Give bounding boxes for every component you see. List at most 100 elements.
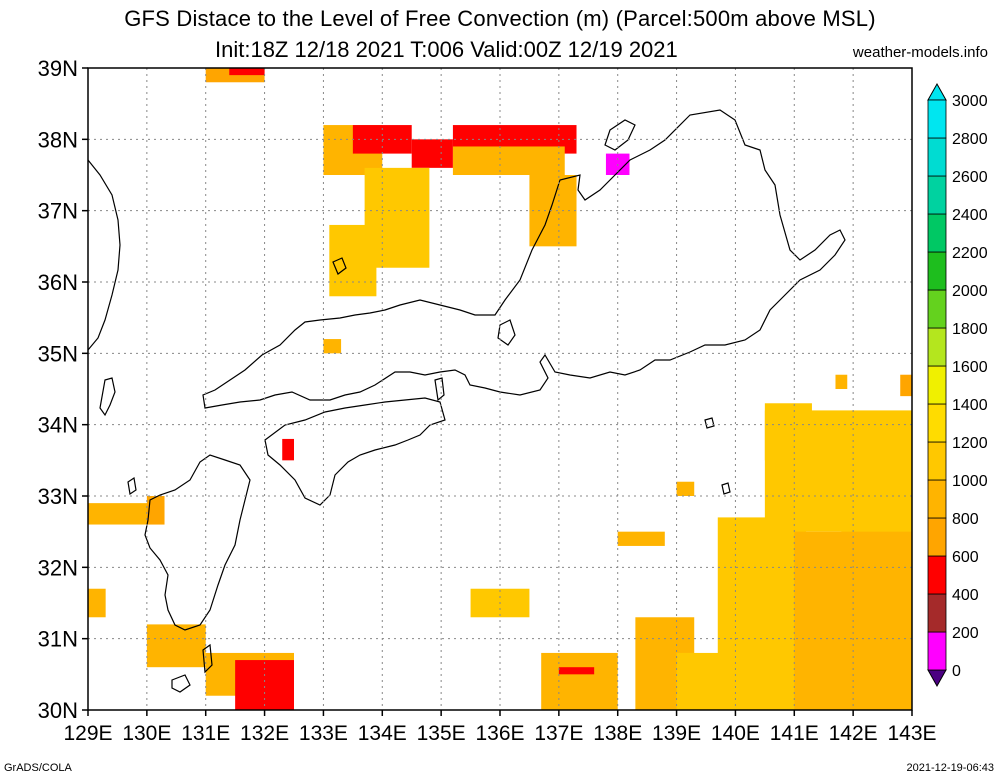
colorbar-swatch bbox=[927, 403, 947, 443]
heatmap-cell-15 bbox=[88, 588, 106, 618]
x-tick-label: 138E bbox=[593, 722, 642, 745]
x-tick-label: 137E bbox=[534, 722, 583, 745]
x-tick-label: 135E bbox=[417, 722, 466, 745]
coastline-layer bbox=[87, 109, 846, 693]
x-tick-label: 142E bbox=[829, 722, 878, 745]
coastline-shikoku bbox=[264, 397, 446, 506]
colorbar-label: 600 bbox=[952, 549, 979, 566]
y-tick-label: 36N bbox=[38, 270, 78, 295]
colorbar-swatch bbox=[927, 175, 947, 215]
x-tick-label: 143E bbox=[887, 722, 936, 745]
y-tick-label: 33N bbox=[38, 484, 78, 509]
x-tick-label: 141E bbox=[770, 722, 819, 745]
heatmap-cell-22 bbox=[558, 667, 595, 675]
coastline-oki bbox=[332, 257, 347, 275]
y-tick-label: 34N bbox=[38, 413, 78, 438]
colorbar-label: 1400 bbox=[952, 397, 988, 414]
colorbar-swatch bbox=[927, 555, 947, 595]
x-tick-label: 140E bbox=[711, 722, 760, 745]
heatmap-cell-1 bbox=[229, 68, 265, 76]
colorbar: 0 200 400 600 800 1000 1200 1400 1600 1800 2000 220… bbox=[927, 82, 988, 688]
colorbar-label: 400 bbox=[952, 587, 979, 604]
coastline-izu-oshima bbox=[704, 417, 715, 429]
colorbar-label: 800 bbox=[952, 511, 979, 528]
colorbar-label: 1800 bbox=[952, 321, 988, 338]
heatmap-cell-12 bbox=[282, 438, 294, 461]
heatmap-cells bbox=[88, 68, 912, 710]
longitude-ticks: 129E 130E 131E 132E 133E 134E 135E 136E 137E 138E… bbox=[63, 710, 937, 745]
heatmap-cell-26 bbox=[717, 517, 807, 710]
colorbar-label: 2400 bbox=[952, 207, 988, 224]
x-tick-label: 139E bbox=[652, 722, 701, 745]
colorbar-label: 1200 bbox=[952, 435, 988, 452]
colorbar-swatch bbox=[927, 289, 947, 329]
heatmap-cell-4 bbox=[411, 139, 453, 168]
footer-source: GrADS/COLA bbox=[4, 762, 72, 774]
chart-subtitle: Init:18Z 12/18 2021 T:006 Valid:00Z 12/1… bbox=[215, 37, 678, 62]
colorbar-swatch bbox=[927, 213, 947, 253]
heatmap-cell-31 bbox=[900, 374, 912, 397]
y-tick-label: 35N bbox=[38, 341, 78, 366]
heatmap-cell-19 bbox=[270, 681, 277, 696]
colorbar-arrow-low bbox=[927, 669, 947, 688]
colorbar-swatch bbox=[927, 99, 947, 139]
colorbar-label: 2000 bbox=[952, 283, 988, 300]
heatmap-cell-23 bbox=[617, 531, 665, 546]
coastline-hachijo bbox=[721, 482, 731, 495]
footer-timestamp: 2021-12-19-06:43 bbox=[906, 762, 994, 774]
coastline-kyushu bbox=[144, 454, 251, 631]
latitude-ticks: 39N 38N 37N 36N 35N 34N 33N 32N 31N 30N bbox=[38, 56, 88, 723]
coastline-korea bbox=[87, 159, 121, 351]
coastline-sado bbox=[604, 119, 636, 151]
heatmap-cell-16 bbox=[146, 624, 206, 668]
coastline-tanegashima bbox=[202, 643, 213, 674]
colorbar-label: 2600 bbox=[952, 169, 988, 186]
x-tick-label: 134E bbox=[358, 722, 407, 745]
y-tick-label: 32N bbox=[38, 555, 78, 580]
heatmap-cell-33 bbox=[676, 481, 695, 496]
colorbar-swatch bbox=[927, 327, 947, 367]
colorbar-label: 1000 bbox=[952, 473, 988, 490]
x-tick-label: 136E bbox=[475, 722, 524, 745]
colorbar-swatch bbox=[927, 517, 947, 557]
colorbar-arrow-high bbox=[927, 82, 947, 101]
x-tick-label: 133E bbox=[299, 722, 348, 745]
colorbar-label: 2800 bbox=[952, 131, 988, 148]
heatmap-cell-28 bbox=[764, 403, 812, 461]
colorbar-label: 2200 bbox=[952, 245, 988, 262]
colorbar-label: 200 bbox=[952, 625, 979, 642]
y-tick-label: 31N bbox=[38, 627, 78, 652]
x-tick-label: 132E bbox=[240, 722, 289, 745]
colorbar-swatch bbox=[927, 479, 947, 519]
colorbar-label: 0 bbox=[952, 663, 961, 680]
y-tick-label: 38N bbox=[38, 127, 78, 152]
colorbar-swatch bbox=[927, 441, 947, 481]
heatmap-cell-21 bbox=[541, 652, 618, 710]
heatmap-cell-8 bbox=[452, 146, 565, 175]
colorbar-swatch bbox=[927, 631, 947, 671]
coastline-honshu bbox=[202, 109, 846, 409]
heatmap-cell-14 bbox=[146, 496, 165, 525]
colorbar-label: 1600 bbox=[952, 359, 988, 376]
colorbar-swatch bbox=[927, 593, 947, 633]
coastline-tsushima bbox=[99, 377, 116, 417]
coastline-awaji bbox=[434, 377, 445, 402]
y-tick-label: 39N bbox=[38, 56, 78, 81]
site-credit: weather-models.info bbox=[852, 44, 988, 61]
colorbar-swatch bbox=[927, 137, 947, 177]
heatmap-cell-32 bbox=[835, 374, 848, 389]
heatmap-cell-13 bbox=[88, 503, 165, 525]
colorbar-label: 3000 bbox=[952, 93, 988, 110]
colorbar-swatch bbox=[927, 365, 947, 405]
graticule-grid bbox=[88, 68, 912, 710]
colorbar-swatch bbox=[927, 251, 947, 291]
coastline-lake-biwa bbox=[497, 319, 516, 346]
heatmap-cell-18 bbox=[235, 660, 294, 710]
heatmap-cell-11 bbox=[323, 339, 342, 354]
y-tick-label: 30N bbox=[38, 698, 78, 723]
x-tick-label: 129E bbox=[63, 722, 112, 745]
coastline-yakushima bbox=[171, 674, 191, 693]
x-tick-label: 130E bbox=[122, 722, 171, 745]
y-tick-label: 37N bbox=[38, 199, 78, 224]
